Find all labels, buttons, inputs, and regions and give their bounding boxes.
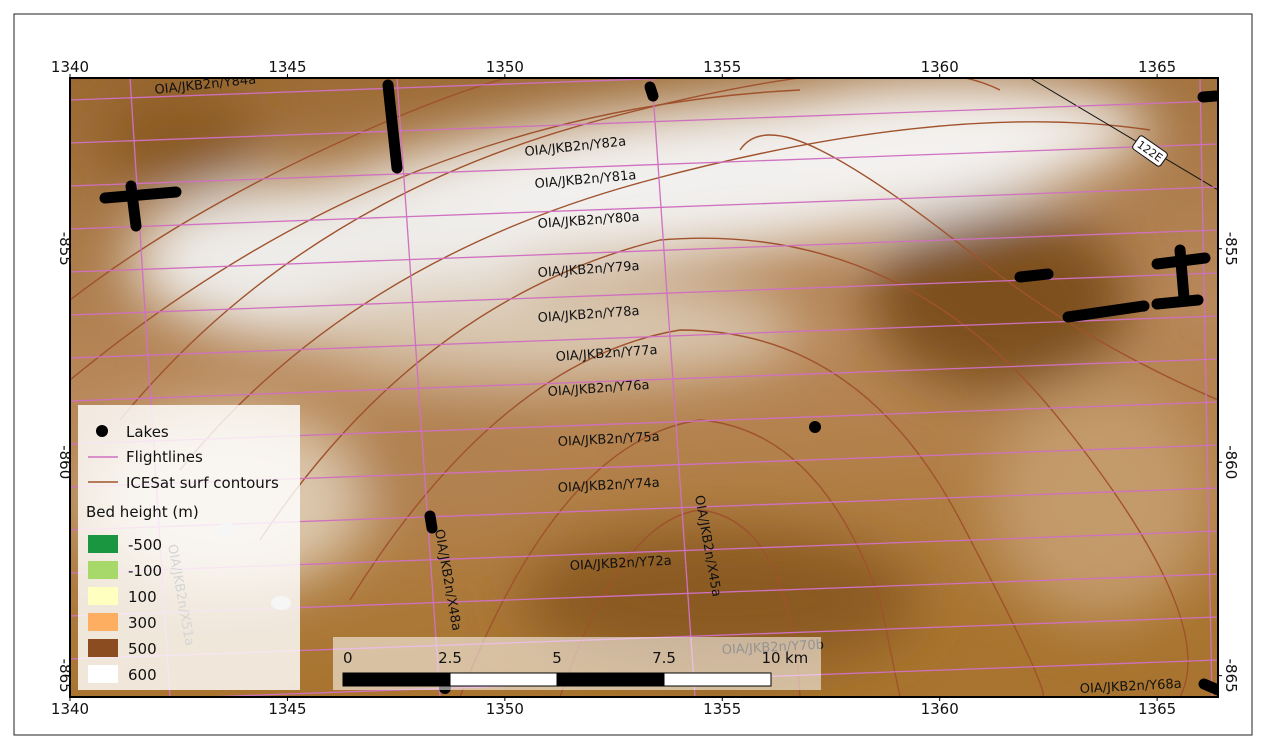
outer-border [13, 13, 1253, 736]
legend-swatch [88, 639, 118, 657]
scale-bar: 0 2.5 5 7.5 10 km [333, 637, 821, 690]
flightline-label: OIA/JKB2n/Y76a [547, 378, 650, 400]
y-tick-label: -855 [56, 232, 74, 266]
legend-label: ICESat surf contours [126, 474, 279, 492]
scale-segment [556, 672, 665, 687]
scale-segment [342, 672, 451, 687]
lakes [99, 79, 1218, 696]
y-tick-label: -860 [1222, 445, 1240, 479]
flightline-label: OIA/JKB2n/Y68a [1079, 677, 1182, 697]
legend-swatch [88, 535, 118, 553]
legend-label: 300 [128, 614, 157, 632]
legend-swatch [88, 665, 118, 683]
contours [70, 78, 1218, 697]
y-tick-label: -860 [56, 445, 74, 479]
flightline-label: OIA/JKB2n/Y78a [537, 304, 640, 326]
legend-swatch [88, 561, 118, 579]
scale-segment [663, 672, 772, 687]
x-tick-label: 1340 [51, 58, 89, 76]
x-tick-label: 1360 [921, 58, 959, 76]
flightline-label: OIA/JKB2n/Y77a [555, 343, 658, 365]
legend-lake-symbol [96, 425, 108, 437]
scale-label: 2.5 [438, 649, 462, 667]
flightline-label: OIA/JKB2n/Y74a [557, 476, 660, 496]
legend-title: Bed height (m) [86, 503, 199, 521]
flightline [70, 358, 1218, 402]
flightline [651, 78, 696, 697]
legend-label: -100 [128, 562, 162, 580]
scale-label: 5 [552, 649, 562, 667]
y-tick-label: -855 [1222, 232, 1240, 266]
x-tick-label: 1360 [921, 700, 959, 718]
y-tick-label: -865 [1222, 659, 1240, 693]
flightline-label: OIA/JKB2n/Y72a [569, 554, 672, 574]
flightline-label: OIA/JKB2n/Y80a [537, 210, 640, 232]
x-tick-label: 1365 [1138, 58, 1176, 76]
flightline [70, 143, 1218, 187]
legend: Lakes Flightlines ICESat surf contours B… [78, 405, 300, 690]
legend-label: -500 [128, 536, 162, 554]
x-tick-label: 1345 [268, 700, 306, 718]
scale-label: 0 [343, 649, 353, 667]
legend-label: Flightlines [126, 448, 203, 466]
legend-label: 600 [128, 666, 157, 684]
flightline-label: OIA/JKB2n/Y75a [557, 430, 660, 450]
axes: 1340 1340 1345 1345 1350 1350 1355 1355 1360 1360… [51, 58, 1240, 718]
flightline [396, 78, 441, 697]
x-tick-label: 1350 [486, 58, 524, 76]
legend-label: Lakes [126, 423, 169, 441]
legend-swatch [88, 613, 118, 631]
scale-unit: km [785, 649, 808, 667]
legend-swatch [88, 587, 118, 605]
x-tick-label: 1340 [51, 700, 89, 718]
x-tick-label: 1345 [268, 58, 306, 76]
scale-segment [449, 672, 558, 687]
flightline [70, 100, 1218, 144]
legend-label: 500 [128, 640, 157, 658]
flightline [70, 229, 1218, 273]
flightline [70, 186, 1218, 230]
x-tick-label: 1350 [486, 700, 524, 718]
flightline [1199, 78, 1213, 697]
flightline [70, 315, 1218, 359]
y-tick-label: -865 [56, 659, 74, 693]
legend-label: 100 [128, 588, 157, 606]
scale-label: 10 [761, 649, 780, 667]
x-tick-label: 1355 [703, 58, 741, 76]
map-frame [69, 77, 1219, 698]
x-tick-label: 1365 [1138, 700, 1176, 718]
flightline [70, 703, 1218, 745]
flightline-label: OIA/JKB2n/Y79a [537, 259, 640, 281]
x-tick-label: 1355 [703, 700, 741, 718]
scale-label: 7.5 [652, 649, 676, 667]
